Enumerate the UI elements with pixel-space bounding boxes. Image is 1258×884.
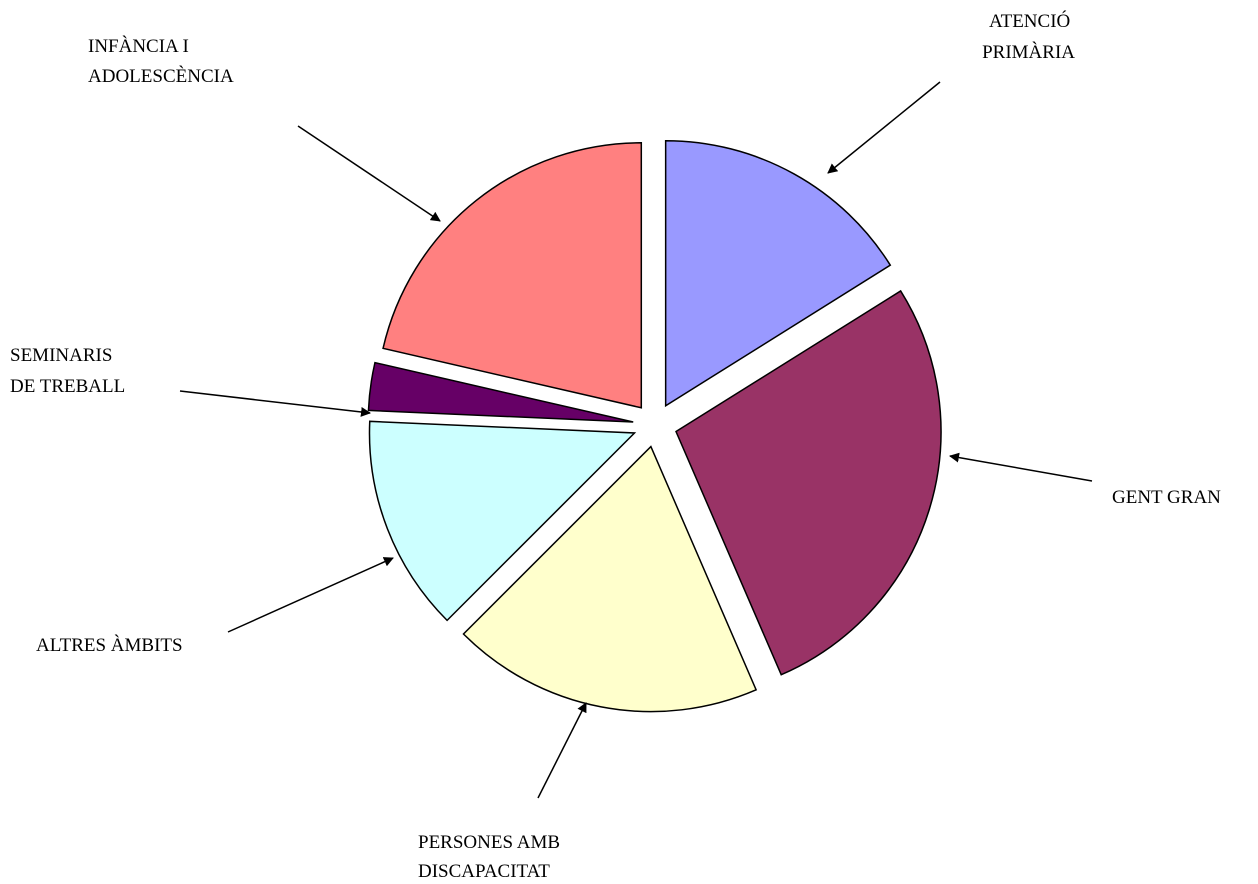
slice-label-altres: ALTRES ÀMBITS (36, 634, 183, 656)
pie-slice-persones (462, 445, 758, 713)
label-arrows (179, 81, 1093, 799)
pie-slice-altres (368, 420, 637, 622)
arrow-atencio (827, 81, 941, 174)
arrow-gent (949, 452, 1093, 482)
slice-label-persones: PERSONES AMB DISCAPACITAT (418, 832, 565, 882)
arrow-persones (537, 702, 587, 799)
slice-label-infancia: INFÀNCIA I ADOLESCÈNCIA (88, 35, 234, 87)
pie-slice-gent (675, 289, 942, 676)
slice-label-atencio: ATENCIÓ PRIMÀRIA (982, 10, 1075, 63)
pie-slices (367, 139, 942, 713)
pie-slice-atencio (664, 139, 892, 408)
slice-label-seminaris: SEMINARIS DE TREBALL (10, 345, 125, 397)
arrow-seminaris (179, 390, 371, 417)
arrow-altres (227, 557, 394, 633)
slice-label-gent-gran: GENT GRAN (1112, 487, 1221, 508)
pie-slice-infancia (382, 142, 643, 409)
arrow-infancia (297, 125, 441, 222)
